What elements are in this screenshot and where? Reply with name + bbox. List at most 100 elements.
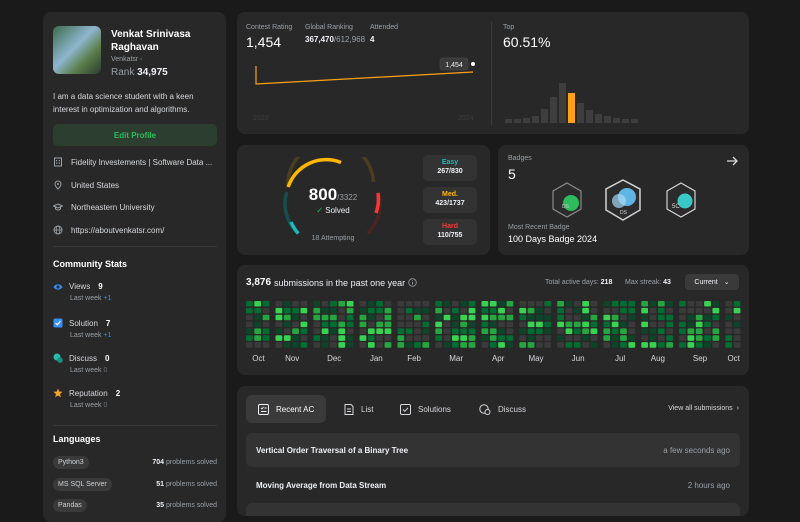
badge-100-days-icon[interactable]: DS	[602, 178, 644, 222]
heatmap-cell[interactable]	[536, 335, 543, 341]
heatmap-cell[interactable]	[376, 335, 384, 341]
heatmap-cell[interactable]	[657, 335, 665, 341]
heatmap-cell[interactable]	[292, 307, 299, 314]
heatmap-cell[interactable]	[292, 314, 299, 321]
heatmap-cell[interactable]	[451, 307, 459, 314]
heatmap-cell[interactable]	[544, 321, 552, 328]
heatmap-cell[interactable]	[649, 301, 657, 307]
heatmap-cell[interactable]	[443, 301, 451, 307]
heatmap-cell[interactable]	[704, 328, 711, 334]
tab-recent-ac[interactable]: Recent AC	[246, 395, 327, 423]
heatmap-cell[interactable]	[611, 301, 619, 307]
heatmap-cell[interactable]	[384, 342, 392, 348]
heatmap-cell[interactable]	[679, 335, 686, 341]
heatmap-cell[interactable]	[451, 301, 459, 307]
heatmap-cell[interactable]	[536, 301, 543, 307]
heatmap-cell[interactable]	[414, 301, 421, 307]
heatmap-cell[interactable]	[397, 314, 405, 321]
heatmap-cell[interactable]	[573, 328, 581, 334]
heatmap-cell[interactable]	[330, 328, 337, 334]
heatmap-cell[interactable]	[544, 328, 552, 334]
heatmap-cell[interactable]	[725, 301, 733, 307]
heatmap-cell[interactable]	[384, 328, 392, 334]
heatmap-cell[interactable]	[346, 301, 354, 307]
heatmap-cell[interactable]	[590, 321, 598, 328]
heatmap-cell[interactable]	[376, 314, 384, 321]
heatmap-cell[interactable]	[687, 342, 695, 348]
heatmap-cell[interactable]	[338, 342, 346, 348]
heatmap-cell[interactable]	[460, 342, 468, 348]
heatmap-cell[interactable]	[590, 314, 598, 321]
heatmap-cell[interactable]	[246, 321, 253, 328]
heatmap-cell[interactable]	[246, 307, 253, 314]
heatmap-cell[interactable]	[313, 307, 321, 314]
heatmap-cell[interactable]	[657, 314, 665, 321]
heatmap-cell[interactable]	[628, 328, 636, 334]
heatmap-cell[interactable]	[338, 328, 346, 334]
heatmap-cell[interactable]	[687, 321, 695, 328]
heatmap-cell[interactable]	[451, 342, 459, 348]
heatmap-cell[interactable]	[582, 314, 589, 321]
heatmap-cell[interactable]	[679, 314, 686, 321]
heatmap-cell[interactable]	[300, 321, 308, 328]
medium-stat[interactable]: Med. 423/1737	[423, 187, 477, 213]
heatmap-cell[interactable]	[397, 328, 405, 334]
heatmap-cell[interactable]	[557, 314, 564, 321]
heatmap-cell[interactable]	[262, 314, 270, 321]
tab-solutions[interactable]: Solutions	[388, 395, 463, 423]
heatmap-cell[interactable]	[582, 328, 589, 334]
heatmap-cell[interactable]	[300, 328, 308, 334]
heatmap-cell[interactable]	[313, 335, 321, 341]
heatmap-cell[interactable]	[557, 321, 564, 328]
heatmap-cell[interactable]	[300, 307, 308, 314]
heatmap-cell[interactable]	[376, 321, 384, 328]
heatmap-grid[interactable]	[246, 301, 742, 349]
heatmap-cell[interactable]	[346, 328, 354, 334]
heatmap-cell[interactable]	[725, 335, 733, 341]
heatmap-cell[interactable]	[321, 335, 329, 341]
heatmap-cell[interactable]	[695, 314, 703, 321]
heatmap-cell[interactable]	[641, 335, 649, 341]
heatmap-cell[interactable]	[704, 301, 711, 307]
heatmap-cell[interactable]	[292, 321, 299, 328]
heatmap-cell[interactable]	[641, 314, 649, 321]
heatmap-cell[interactable]	[679, 342, 686, 348]
heatmap-cell[interactable]	[527, 307, 535, 314]
rating-line-chart[interactable]: 1,454 2023 2024	[237, 12, 497, 134]
heatmap-cell[interactable]	[460, 321, 468, 328]
language-tag[interactable]: Pandas	[53, 499, 87, 512]
heatmap-cell[interactable]	[687, 335, 695, 341]
view-all-submissions-link[interactable]: View all submissions ›	[668, 405, 739, 412]
heatmap-cell[interactable]	[422, 335, 430, 341]
heatmap-cell[interactable]	[519, 328, 527, 334]
heatmap-cell[interactable]	[489, 328, 497, 334]
heatmap-cell[interactable]	[611, 335, 619, 341]
heatmap-cell[interactable]	[582, 342, 589, 348]
heatmap-cell[interactable]	[330, 321, 337, 328]
heatmap-cell[interactable]	[712, 307, 720, 314]
heatmap-cell[interactable]	[573, 314, 581, 321]
heatmap-cell[interactable]	[565, 342, 573, 348]
year-dropdown[interactable]: Current ⌄	[685, 274, 739, 290]
heatmap-cell[interactable]	[712, 321, 720, 328]
heatmap-cell[interactable]	[628, 342, 636, 348]
heatmap-cell[interactable]	[481, 314, 489, 321]
heatmap-cell[interactable]	[468, 301, 476, 307]
heatmap-cell[interactable]	[283, 314, 291, 321]
heatmap-cell[interactable]	[405, 328, 413, 334]
heatmap-cell[interactable]	[704, 307, 711, 314]
heatmap-cell[interactable]	[725, 321, 733, 328]
heatmap-cell[interactable]	[527, 342, 535, 348]
heatmap-cell[interactable]	[468, 335, 476, 341]
heatmap-cell[interactable]	[641, 301, 649, 307]
heatmap-cell[interactable]	[414, 307, 421, 314]
heatmap-cell[interactable]	[704, 314, 711, 321]
heatmap-cell[interactable]	[313, 314, 321, 321]
heatmap-cell[interactable]	[666, 342, 674, 348]
heatmap-cell[interactable]	[460, 307, 468, 314]
heatmap-cell[interactable]	[376, 301, 384, 307]
heatmap-cell[interactable]	[603, 342, 611, 348]
heatmap-cell[interactable]	[313, 321, 321, 328]
heatmap-cell[interactable]	[468, 342, 476, 348]
heatmap-cell[interactable]	[536, 342, 543, 348]
